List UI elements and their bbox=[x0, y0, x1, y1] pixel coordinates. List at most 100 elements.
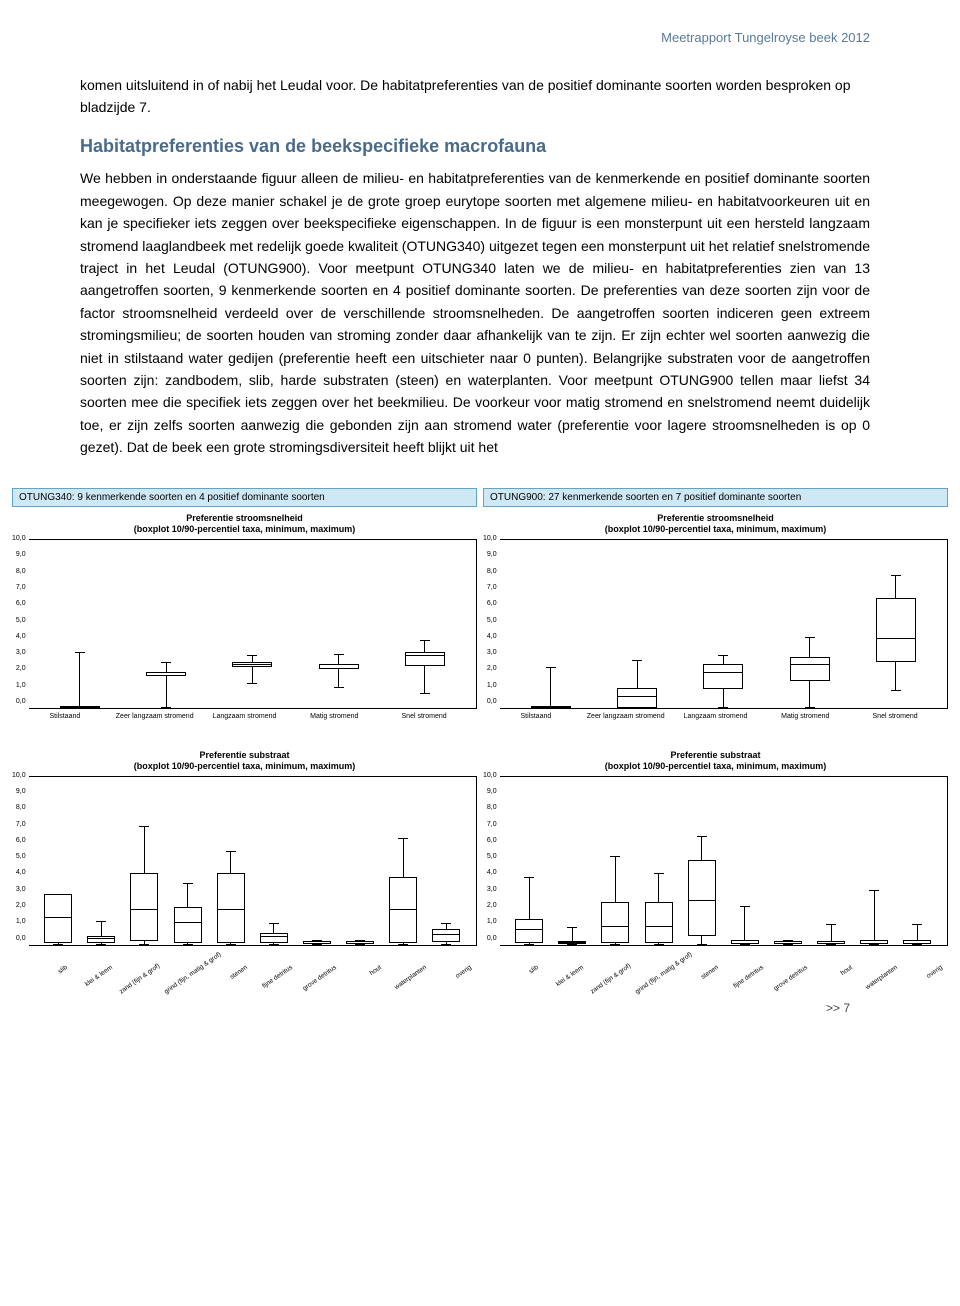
chart-title-line2: (boxplot 10/90-percentiel taxa, minimum,… bbox=[605, 524, 827, 534]
chart-subtitle: Preferentie substraat (boxplot 10/90-per… bbox=[483, 750, 948, 772]
y-tick: 8,0 bbox=[483, 568, 497, 575]
y-tick: 9,0 bbox=[483, 551, 497, 558]
panel-title: OTUNG340: 9 kenmerkende soorten en 4 pos… bbox=[12, 488, 477, 507]
flow-charts-row: OTUNG340: 9 kenmerkende soorten en 4 pos… bbox=[0, 488, 960, 720]
x-label: Matig stromend bbox=[760, 713, 850, 720]
panel-title: OTUNG900: 27 kenmerkende soorten en 7 po… bbox=[483, 488, 948, 507]
x-label: fijne detritus bbox=[724, 964, 765, 995]
boxplot-slot bbox=[896, 777, 939, 945]
x-label: fijne detritus bbox=[253, 964, 294, 995]
y-tick: 8,0 bbox=[12, 568, 26, 575]
y-tick: 1,0 bbox=[483, 918, 497, 925]
y-tick: 2,0 bbox=[12, 665, 26, 672]
boxplot-slot bbox=[766, 540, 852, 708]
boxplot-slot bbox=[209, 540, 295, 708]
chart-title-line1: Preferentie substraat bbox=[670, 750, 760, 760]
section-title: Habitatpreferenties van de beekspecifiek… bbox=[80, 136, 870, 157]
boxplot-slot bbox=[551, 777, 594, 945]
chart-panel-otung900-substrate: Preferentie substraat (boxplot 10/90-per… bbox=[483, 750, 948, 971]
page-number: >> 7 bbox=[80, 1001, 870, 1015]
y-tick: 4,0 bbox=[483, 633, 497, 640]
boxplot-slot bbox=[295, 540, 381, 708]
x-label: grind (fijn, matig & grof) bbox=[634, 964, 675, 995]
substrate-charts-row: Preferentie substraat (boxplot 10/90-per… bbox=[0, 750, 960, 971]
boxplot-slot bbox=[766, 777, 809, 945]
y-tick: 9,0 bbox=[483, 788, 497, 795]
boxplot-slot bbox=[123, 540, 209, 708]
y-tick: 2,0 bbox=[12, 902, 26, 909]
boxplot-slot bbox=[252, 777, 295, 945]
body-paragraph: We hebben in onderstaande figuur alleen … bbox=[80, 167, 870, 458]
x-labels: slibklei & leemzand (fijn & grof)grind (… bbox=[483, 950, 948, 971]
y-tick: 5,0 bbox=[12, 853, 26, 860]
x-label: grove detritus bbox=[769, 964, 810, 995]
y-tick: 3,0 bbox=[483, 649, 497, 656]
boxplot-slot bbox=[209, 777, 252, 945]
boxplot-slot bbox=[382, 540, 468, 708]
x-label: waterplanten bbox=[858, 964, 899, 995]
intro-paragraph: komen uitsluitend in of nabij het Leudal… bbox=[80, 75, 870, 118]
y-tick: 8,0 bbox=[12, 804, 26, 811]
x-label: Matig stromend bbox=[289, 713, 379, 720]
chart-title-line2: (boxplot 10/90-percentiel taxa, minimum,… bbox=[134, 524, 356, 534]
boxplot-slot bbox=[80, 777, 123, 945]
boxplot-slot bbox=[853, 540, 939, 708]
chart-subtitle: Preferentie substraat (boxplot 10/90-per… bbox=[12, 750, 477, 772]
chart-title-line2: (boxplot 10/90-percentiel taxa, minimum,… bbox=[605, 761, 827, 771]
y-tick: 1,0 bbox=[12, 682, 26, 689]
boxplot-slot bbox=[339, 777, 382, 945]
y-tick: 0,0 bbox=[12, 935, 26, 942]
x-labels: slibklei & leemzand (fijn & grof)grind (… bbox=[12, 950, 477, 971]
y-tick: 0,0 bbox=[483, 698, 497, 705]
plot-area-right-sub bbox=[500, 776, 948, 946]
x-label: grind (fijn, matig & grof) bbox=[163, 964, 204, 995]
boxplot-slot bbox=[37, 777, 80, 945]
y-tick: 5,0 bbox=[483, 617, 497, 624]
boxplot-slot bbox=[680, 777, 723, 945]
boxplot-slot bbox=[508, 540, 594, 708]
x-label: Stilstaand bbox=[491, 713, 581, 720]
chart-title-line1: Preferentie substraat bbox=[199, 750, 289, 760]
x-label: overig bbox=[903, 964, 944, 995]
x-label: slib bbox=[28, 964, 69, 995]
y-axis: 10,09,08,07,06,05,04,03,02,01,00,0 bbox=[12, 535, 29, 705]
y-tick: 2,0 bbox=[483, 665, 497, 672]
chart-subtitle: Preferentie stroomsnelheid (boxplot 10/9… bbox=[12, 513, 477, 535]
y-tick: 0,0 bbox=[483, 935, 497, 942]
boxplot-slot bbox=[810, 777, 853, 945]
y-axis: 10,09,08,07,06,05,04,03,02,01,00,0 bbox=[483, 535, 500, 705]
y-tick: 6,0 bbox=[483, 837, 497, 844]
chart-title-line1: Preferentie stroomsnelheid bbox=[657, 513, 774, 523]
y-tick: 7,0 bbox=[12, 821, 26, 828]
x-label: Langzaam stromend bbox=[671, 713, 761, 720]
y-tick: 10,0 bbox=[12, 535, 26, 542]
document-header: Meetrapport Tungelroyse beek 2012 bbox=[80, 30, 870, 45]
plot-area-left-sub bbox=[29, 776, 477, 946]
boxplot-slot bbox=[853, 777, 896, 945]
y-tick: 1,0 bbox=[12, 918, 26, 925]
chart-panel-otung900-flow: OTUNG900: 27 kenmerkende soorten en 7 po… bbox=[483, 488, 948, 720]
boxplot-slot bbox=[37, 540, 123, 708]
x-label: klei & leem bbox=[544, 964, 585, 995]
y-axis: 10,09,08,07,06,05,04,03,02,01,00,0 bbox=[12, 772, 29, 942]
x-labels: StilstaandZeer langzaam stromendLangzaam… bbox=[483, 713, 948, 720]
y-tick: 1,0 bbox=[483, 682, 497, 689]
chart-panel-otung340-substrate: Preferentie substraat (boxplot 10/90-per… bbox=[12, 750, 477, 971]
y-tick: 10,0 bbox=[483, 535, 497, 542]
boxplot-slot bbox=[723, 777, 766, 945]
chart-panel-otung340-flow: OTUNG340: 9 kenmerkende soorten en 4 pos… bbox=[12, 488, 477, 720]
y-tick: 7,0 bbox=[12, 584, 26, 591]
y-tick: 4,0 bbox=[483, 869, 497, 876]
boxplot-slot bbox=[123, 777, 166, 945]
x-label: stenen bbox=[679, 964, 720, 995]
y-tick: 3,0 bbox=[12, 886, 26, 893]
x-label: Zeer langzaam stromend bbox=[581, 713, 671, 720]
y-tick: 3,0 bbox=[483, 886, 497, 893]
boxplot-slot bbox=[680, 540, 766, 708]
x-label: zand (fijn & grof) bbox=[118, 964, 159, 995]
x-label: stenen bbox=[208, 964, 249, 995]
y-tick: 6,0 bbox=[483, 600, 497, 607]
boxplot-slot bbox=[166, 777, 209, 945]
x-label: slib bbox=[499, 964, 540, 995]
boxplot-slot bbox=[594, 777, 637, 945]
